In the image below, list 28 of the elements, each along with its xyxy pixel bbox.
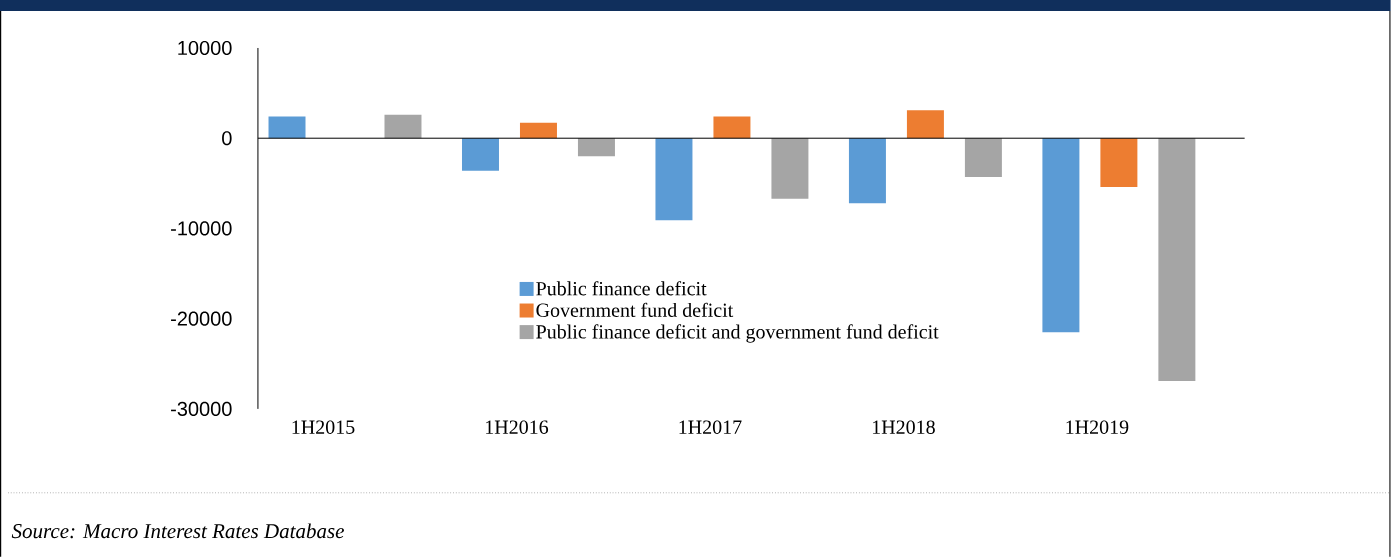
y-tick-label: 10000 xyxy=(178,40,232,55)
x-tick-label: 1H2016 xyxy=(486,420,549,434)
y-tick-label: 0 xyxy=(222,130,232,146)
y-tick-label: -30000 xyxy=(171,401,232,416)
bar xyxy=(268,116,306,138)
y-tick-label: -10000 xyxy=(171,221,232,236)
bar xyxy=(713,116,751,138)
bar xyxy=(384,114,422,138)
bar xyxy=(655,137,693,221)
bar xyxy=(519,122,557,138)
legend-label: Government fund deficit xyxy=(536,302,734,317)
bar xyxy=(771,137,809,199)
bar xyxy=(906,110,944,138)
x-tick-label: 1H2015 xyxy=(292,420,355,434)
bar xyxy=(1042,137,1080,332)
y-tick-label: -20000 xyxy=(171,311,232,326)
x-tick-label: 1H2018 xyxy=(872,420,935,434)
bar xyxy=(577,137,615,157)
bar xyxy=(964,137,1002,177)
bar xyxy=(1158,137,1196,381)
bar xyxy=(461,137,499,171)
bar xyxy=(1100,137,1138,187)
text: Source: Macro Interest Rates Database xyxy=(11,523,344,539)
legend-label: Public finance deficit xyxy=(536,280,707,296)
legend-label: Public finance deficit and government fund deficit xyxy=(536,324,939,343)
x-tick-label: 1H2019 xyxy=(1066,420,1129,434)
x-tick-label: 1H2017 xyxy=(679,420,742,434)
bar xyxy=(848,137,886,203)
